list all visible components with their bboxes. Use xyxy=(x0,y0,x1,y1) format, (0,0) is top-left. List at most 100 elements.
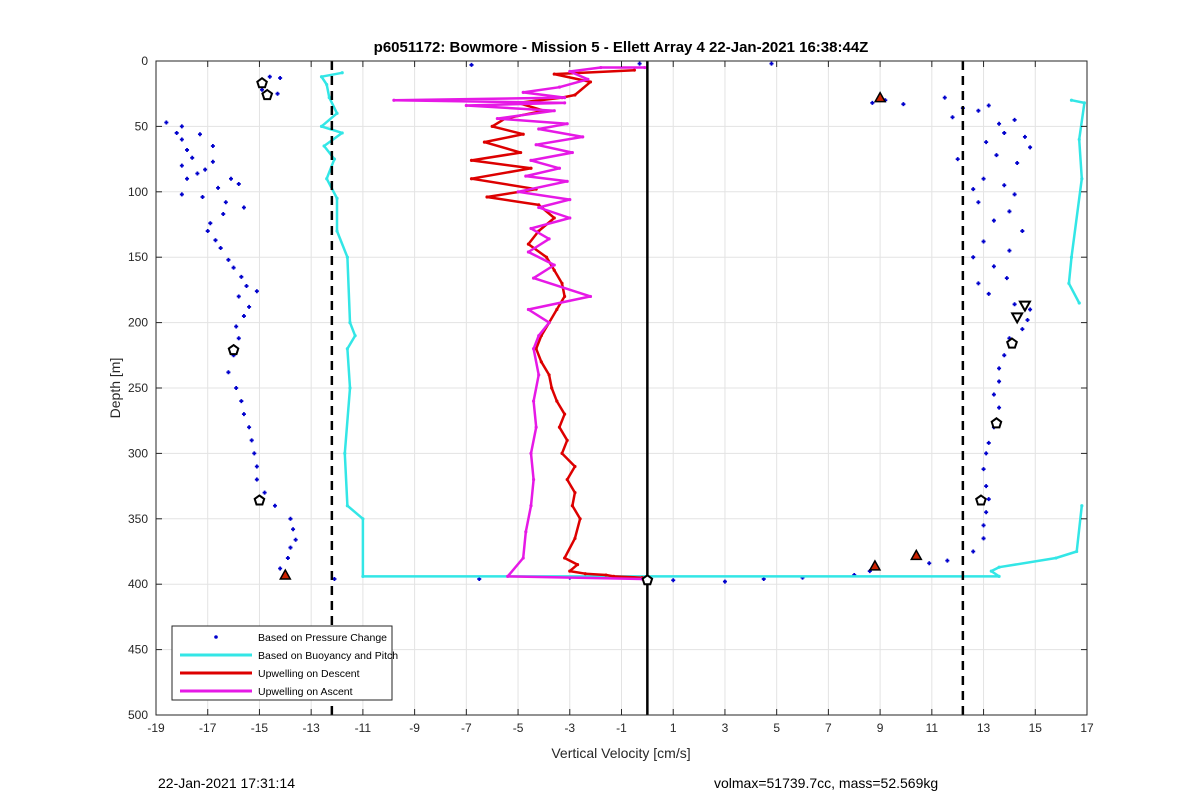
event-marker xyxy=(641,574,654,586)
scatter-point xyxy=(1028,145,1033,150)
scatter-point xyxy=(285,556,290,561)
series-point xyxy=(547,373,551,377)
scatter-point xyxy=(190,155,195,160)
x-tick-label: 3 xyxy=(722,721,729,735)
chart-title: p6051172: Bowmore - Mission 5 - Ellett A… xyxy=(374,39,869,56)
scatter-point xyxy=(267,74,272,79)
series-point xyxy=(340,71,344,75)
scatter-point xyxy=(991,392,996,397)
series-point xyxy=(563,412,567,416)
scatter-point xyxy=(997,405,1002,410)
scatter-point xyxy=(986,103,991,108)
series-point xyxy=(568,198,572,202)
series-point xyxy=(563,556,567,560)
scatter-point xyxy=(179,163,184,168)
x-tick-label: 5 xyxy=(773,721,780,735)
event-marker xyxy=(910,548,923,561)
series-point xyxy=(1075,549,1079,554)
series-point xyxy=(345,504,349,508)
scatter-point xyxy=(254,477,259,482)
footer-timestamp: 22-Jan-2021 17:31:14 xyxy=(158,775,295,791)
event-marker xyxy=(868,559,882,571)
series-point xyxy=(539,360,543,364)
scatter-point xyxy=(991,218,996,223)
series-point xyxy=(537,127,541,131)
series-point xyxy=(552,72,556,76)
scatter-point xyxy=(252,451,257,456)
event-marker xyxy=(975,494,987,506)
series-point xyxy=(521,132,525,136)
series-point xyxy=(547,237,551,241)
series-point xyxy=(495,116,499,121)
series-point xyxy=(537,334,541,338)
series-point xyxy=(361,574,365,578)
legend-label: Upwelling on Ascent xyxy=(258,686,353,698)
scatter-point xyxy=(236,294,241,299)
scatter-point xyxy=(210,144,215,149)
scatter-point xyxy=(1012,117,1017,122)
series-point xyxy=(578,517,582,521)
scatter-point xyxy=(164,120,169,125)
scatter-point xyxy=(1007,248,1012,253)
scatter-point xyxy=(637,61,642,66)
scatter-point xyxy=(254,464,259,469)
scatter-point xyxy=(262,490,267,495)
y-tick-label: 50 xyxy=(135,119,149,133)
scatter-point xyxy=(249,438,254,443)
legend-box xyxy=(171,625,393,701)
series-point xyxy=(544,255,549,259)
series-point xyxy=(563,294,567,299)
scatter-point xyxy=(981,467,986,472)
scatter-point xyxy=(976,108,981,113)
event-marker xyxy=(279,568,292,580)
scatter-point xyxy=(981,176,986,181)
scatter-point xyxy=(205,229,210,234)
event-marker xyxy=(227,343,240,356)
series-point xyxy=(319,75,324,79)
scatter-point xyxy=(927,561,932,566)
series-point xyxy=(485,195,489,199)
series-point xyxy=(557,166,562,170)
scatter-point xyxy=(272,503,277,508)
series-point xyxy=(604,573,608,577)
series-point xyxy=(327,96,331,100)
series-point xyxy=(552,109,556,113)
scatter-point xyxy=(278,566,283,571)
scatter-point xyxy=(179,192,184,197)
scatter-point xyxy=(955,157,960,162)
series-point xyxy=(1077,301,1081,305)
scatter-point xyxy=(722,579,727,584)
series-point xyxy=(568,569,572,573)
scatter-point xyxy=(185,147,190,152)
series-point xyxy=(531,477,536,482)
scatter-point xyxy=(247,304,252,309)
scatter-point xyxy=(179,137,184,142)
x-tick-label: 1 xyxy=(670,721,677,735)
x-tick-label: -11 xyxy=(355,721,372,735)
series-point xyxy=(1069,255,1074,259)
x-tick-label: -3 xyxy=(564,721,575,735)
series-point xyxy=(1080,504,1084,508)
series-point xyxy=(526,242,531,246)
series-point xyxy=(552,268,556,272)
scatter-point xyxy=(244,283,249,288)
scatter-point xyxy=(1012,302,1017,307)
series-point xyxy=(565,122,569,126)
scatter-point xyxy=(981,239,986,244)
scatter-point xyxy=(260,87,265,92)
scatter-point xyxy=(901,102,906,107)
scatter-point xyxy=(278,76,283,81)
series-point xyxy=(547,321,551,325)
series-point xyxy=(565,438,569,442)
series-point xyxy=(560,451,564,455)
scatter-point xyxy=(984,140,989,145)
series-point xyxy=(322,144,326,148)
series-point xyxy=(531,399,536,403)
scatter-point xyxy=(174,130,179,135)
y-tick-label: 100 xyxy=(128,185,148,199)
scatter-point xyxy=(991,264,996,269)
series-point xyxy=(588,294,593,299)
series-point xyxy=(529,451,533,455)
series-point xyxy=(529,226,533,231)
